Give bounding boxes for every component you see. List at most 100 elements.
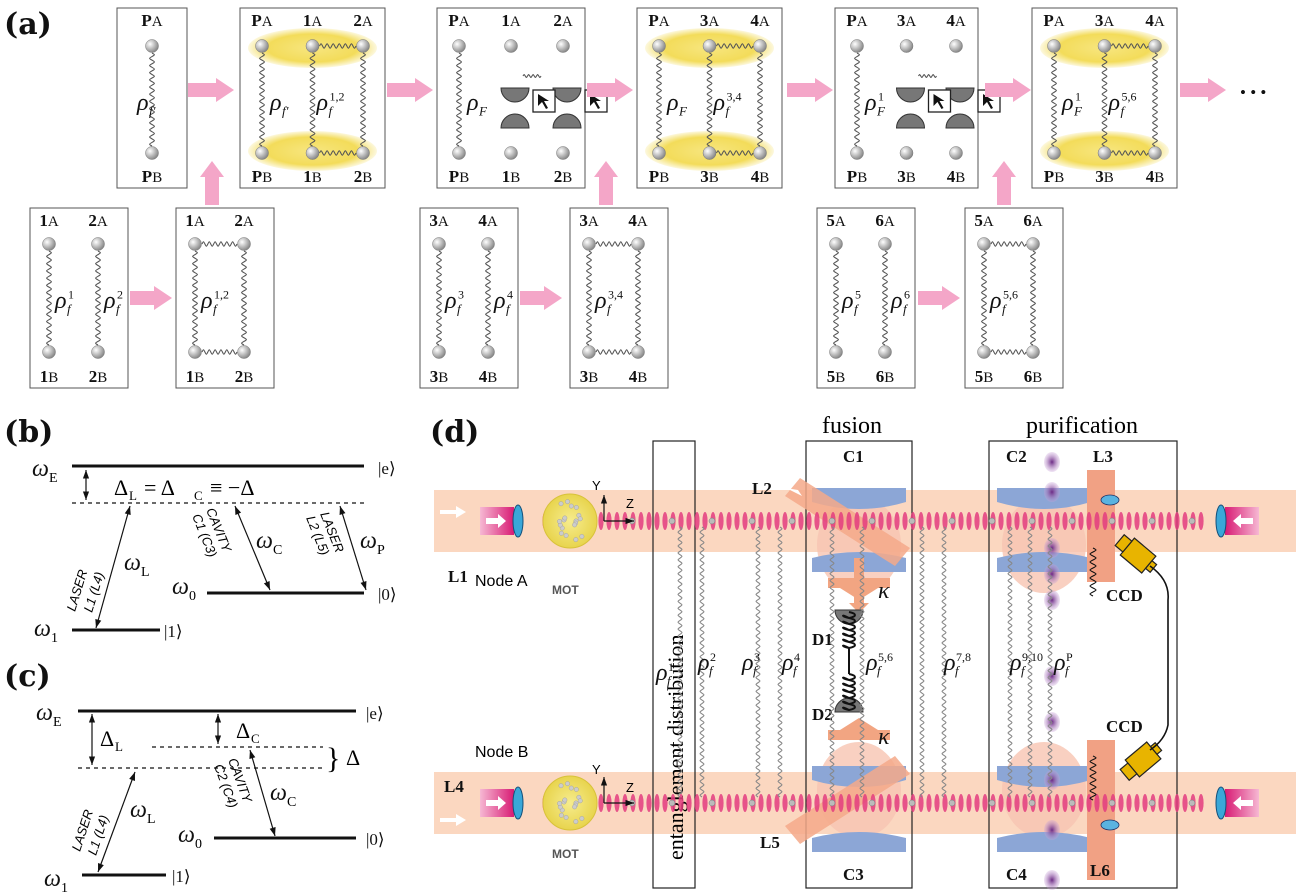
rho-sup: 5 [855,287,861,301]
laser-l2-arrow [339,505,367,591]
arrow-shaft [249,749,276,837]
trapped-atom [908,517,916,525]
lattice-site [774,512,780,530]
flow-arrow-up [200,161,224,205]
entanglement-wave [699,526,705,798]
atom-bottom [356,146,370,160]
panel-d: fusion purification entanglement distribut… [434,413,1296,890]
arrow-head [82,470,90,479]
mot-atom [558,812,564,818]
entanglement-wave [757,52,763,147]
purification-title: purification [1026,413,1138,439]
lens [1215,786,1227,820]
axis-z-label: Z [626,780,634,795]
kappa-label-bottom: κ [878,724,890,750]
lattice-site [942,794,948,812]
rho-sup: 2 [117,287,123,301]
qubit-node: A [835,214,846,230]
trapped-atom [908,799,916,807]
qubit-node: B [1104,170,1114,186]
lattice-site [686,512,692,530]
arrow-head [360,581,367,590]
entanglement-wave [1027,526,1033,798]
lattice-site [878,512,884,530]
rho-sub: F [1073,103,1083,118]
optical-lattice-b [542,794,1204,812]
flow-arrow-right [387,78,433,102]
atom-top [878,237,892,251]
lattice-site [1166,794,1172,812]
detector-icon [552,113,582,129]
qubit-node: A [97,214,108,230]
lattice-site [1158,794,1164,812]
lattice-site [702,512,708,530]
photon-wave-bottom [1089,755,1097,801]
qubit-index: 2 [553,11,562,30]
trapped-atom [1068,517,1076,525]
trapped-atom [1148,517,1156,525]
qubit-index: P [448,11,458,30]
lattice-site [982,512,988,530]
flow-arrow-right [787,78,833,102]
detuning-arrow [82,470,90,500]
qubit-label-top: 4A [750,11,770,30]
qubit-label-top: 2A [553,11,573,30]
lens [512,504,524,538]
atom-bottom [255,146,269,160]
lattice-site [638,794,644,812]
laser-right-b [1215,786,1259,820]
lattice-site [862,512,868,530]
lattice-site [1142,512,1148,530]
mot-atom [557,519,562,524]
mot-atom [579,816,585,821]
lattice-site [998,794,1004,812]
lattice-site [1062,794,1068,812]
rho-sub: f [854,301,860,316]
qubit-label-bottom: 3B [1095,167,1114,186]
lattice-site [1102,512,1108,530]
qubit-index: 6 [875,211,884,230]
detection-box [532,89,556,113]
detector-label-d1: D1 [812,630,833,649]
qubit-node: B [955,170,965,186]
lattice-site [678,512,684,530]
lattice-site [798,512,804,530]
rho-symbol: ρ [713,90,726,116]
entanglement-wave [436,250,442,346]
entanglement-wave [485,250,491,346]
cavity-label-c3: C3 [843,865,864,884]
lattice-site [662,794,668,812]
rho-label: ρ f' [136,90,156,118]
qubit-index: 2 [353,11,362,30]
detector-icon [895,87,926,103]
qubit-label-bottom: PB [252,167,272,186]
atom-bottom [977,345,991,359]
qubit-node: A [48,214,59,230]
flow-arrow-up [992,161,1016,205]
atom-top [481,237,495,251]
atom-top [255,39,269,53]
axis-z-arrow [604,517,634,525]
rho-label: ρ f3,4 [713,89,742,118]
rho-sup: 7,8 [956,650,971,664]
lattice-site [934,794,940,812]
qubit-index: 3 [579,211,588,230]
rho-symbol: ρ [103,288,116,314]
lattice-site [822,794,828,812]
lattice-site [886,794,892,812]
qubit-index: 1 [303,167,312,186]
lattice-site [846,512,852,530]
lattice-site [654,512,660,530]
trapped-atom [708,799,716,807]
qubit-label-bottom: 3B [700,167,719,186]
qubit-label-bottom: 2B [89,367,108,386]
rho-sub: f [213,301,219,316]
qubit-label-top: 3A [429,211,449,230]
mot-a [542,493,598,549]
trapped-atom [1108,517,1116,525]
qubit-label-top: PA [448,11,469,30]
flow-arrow-up [594,161,618,205]
qubit-index: P [251,11,261,30]
